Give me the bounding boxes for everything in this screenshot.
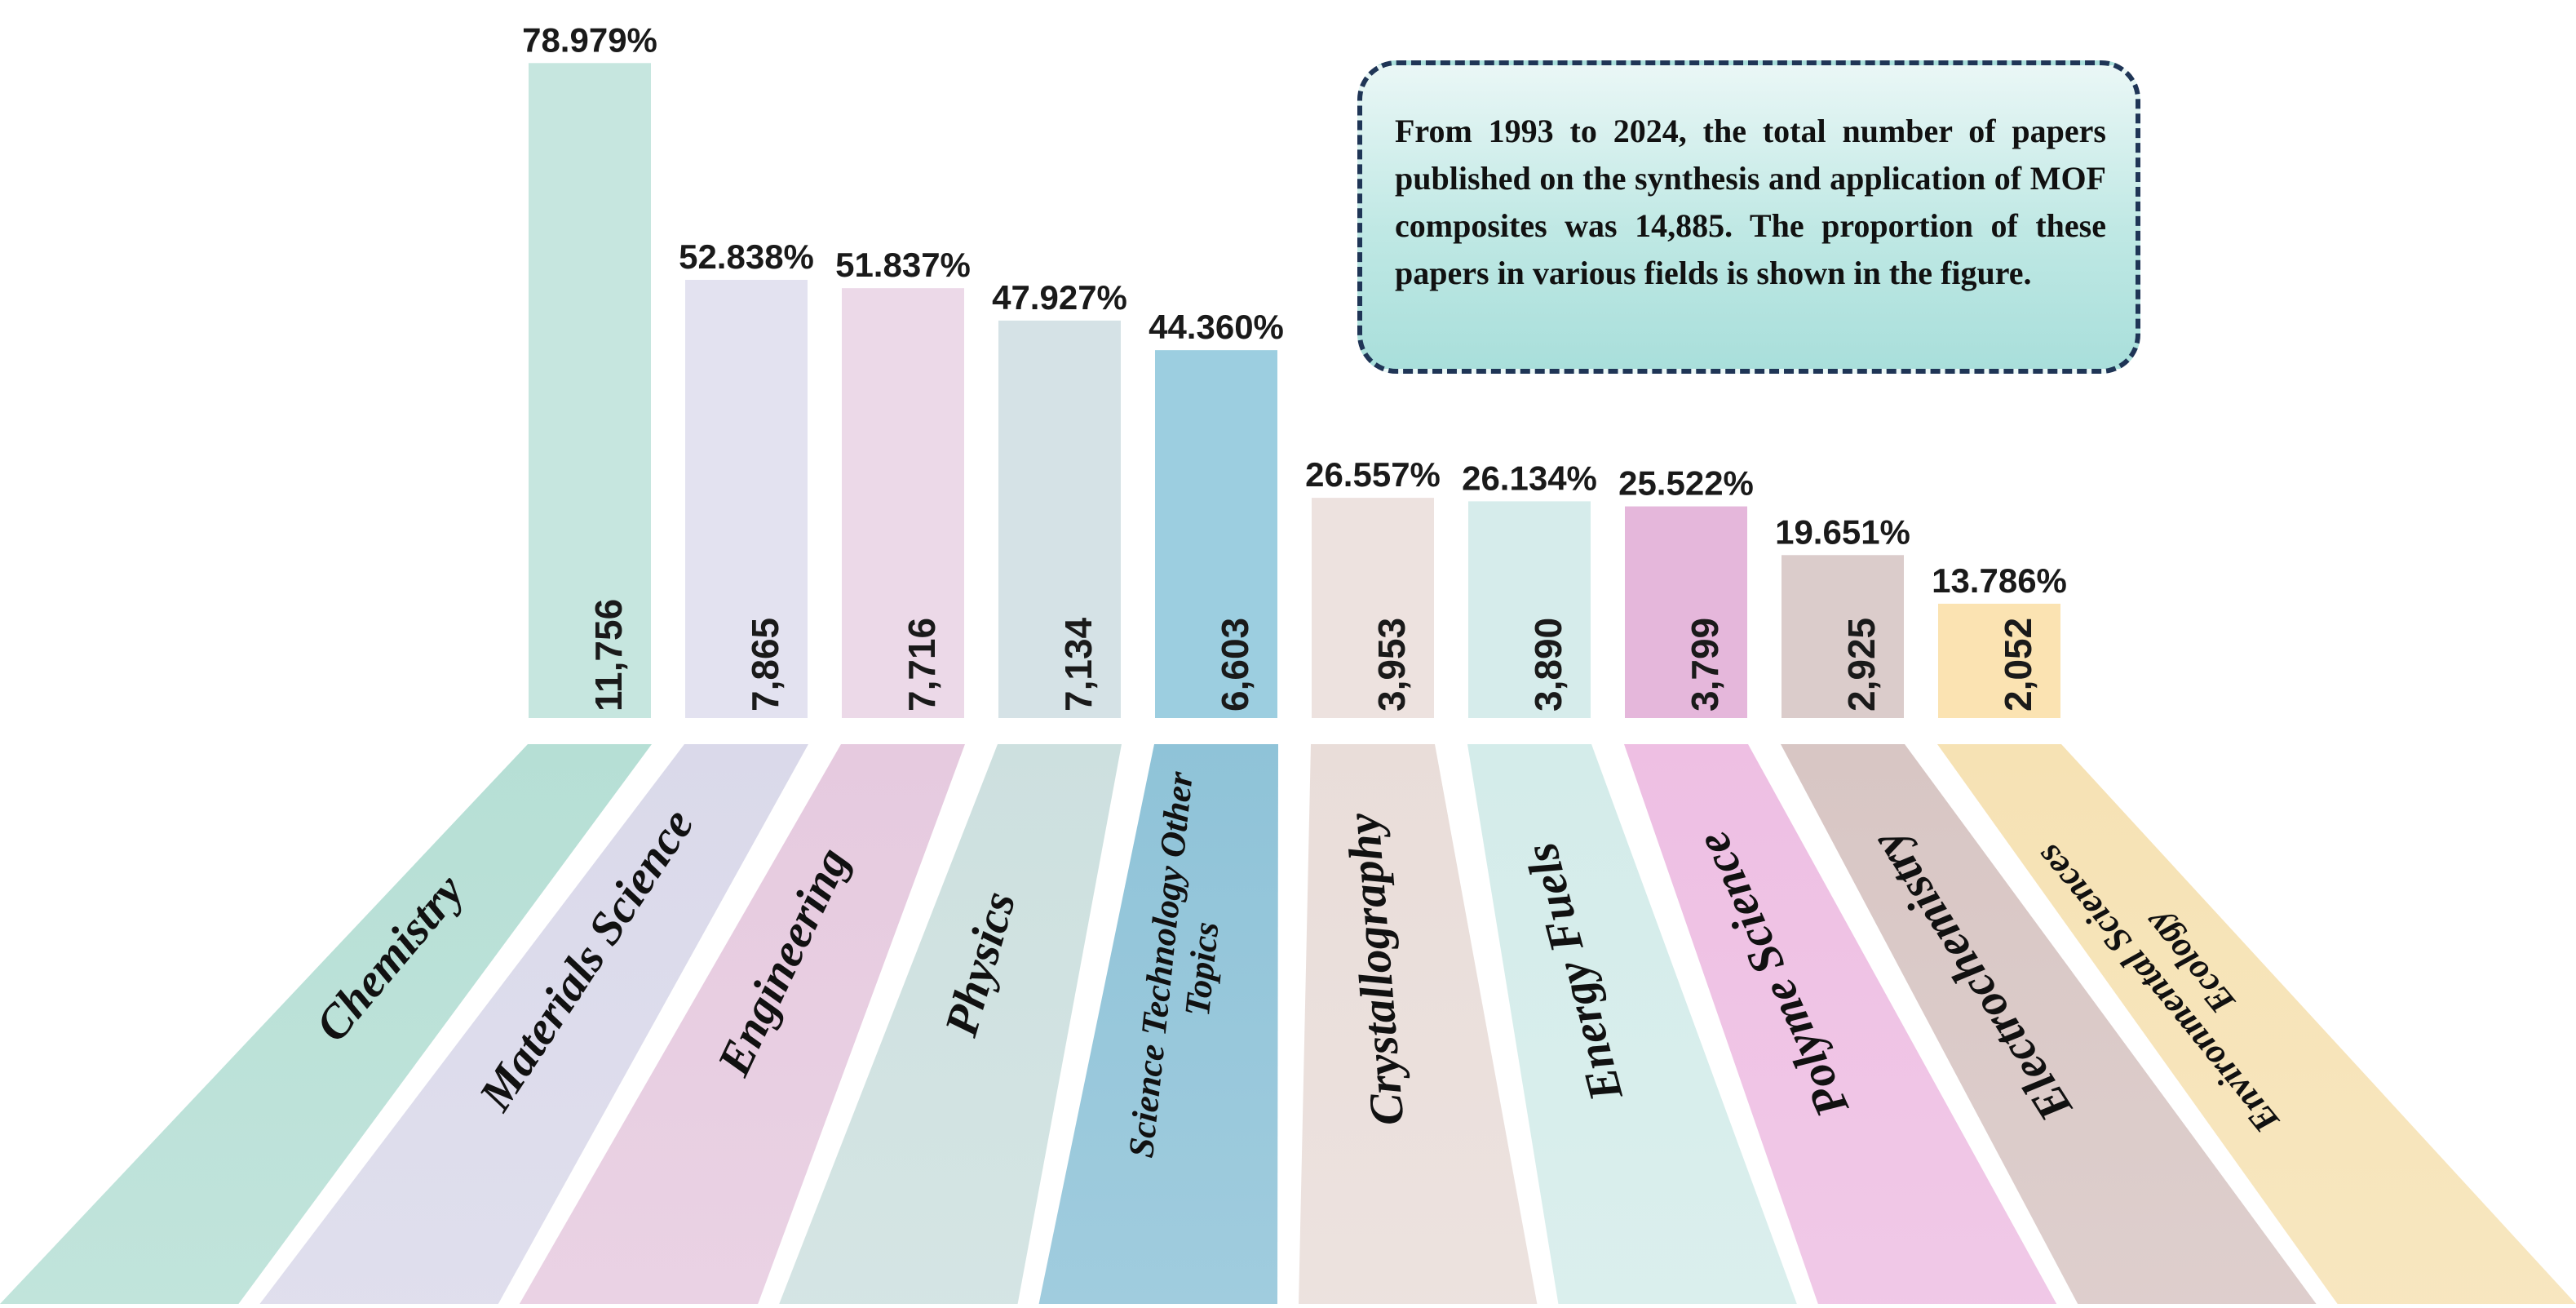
count-label-7: 3,799 [1684,618,1726,712]
percent-label-7: 25.522% [1618,464,1754,503]
category-ribbons [0,744,2576,1304]
bar-3 [998,320,1121,718]
bar-4 [1155,350,1277,718]
count-label-4: 6,603 [1214,618,1256,712]
percent-label-1: 52.838% [679,237,814,276]
bar-5 [1312,498,1434,718]
category-ribbon-0 [0,744,652,1304]
count-label-2: 7,716 [901,618,943,712]
percent-label-9: 13.786% [1932,561,2067,600]
category-ribbon-4 [1038,744,1278,1304]
category-ribbon-6 [1467,744,1797,1304]
count-labels: 11,756 7,865 7,716 7,134 6,603 3,953 3,890 3,79… [587,599,2039,712]
category-ribbon-1 [259,744,808,1304]
bar-0 [529,63,651,719]
bar-6 [1468,501,1591,718]
summary-note: From 1993 to 2024, the total number of p… [1357,60,2140,374]
category-ribbon-3 [779,744,1122,1304]
summary-note-text: From 1993 to 2024, the total number of p… [1395,113,2106,291]
count-label-6: 3,890 [1527,618,1569,712]
bar-2 [842,288,964,718]
category-ribbon-5 [1299,744,1538,1304]
count-label-3: 7,134 [1057,617,1100,712]
percent-label-3: 47.927% [992,278,1127,317]
bar-8 [1782,555,1904,718]
percent-label-8: 19.651% [1775,512,1910,551]
percent-label-5: 26.557% [1305,455,1441,494]
percent-label-4: 44.360% [1149,308,1284,346]
category-ribbon-8 [1781,744,2317,1304]
category-ribbon-9 [1937,744,2576,1304]
bar-1 [685,279,808,718]
count-label-5: 3,953 [1370,618,1413,712]
percent-label-6: 26.134% [1462,459,1597,497]
percent-label-0: 78.979% [522,20,657,59]
percent-labels: 78.979% 52.838% 51.837% 47.927% 44.360% 26.55… [522,20,2067,600]
count-label-9: 2,052 [1997,618,2039,712]
count-label-1: 7,865 [744,618,786,712]
category-ribbon-7 [1624,744,2057,1304]
category-ribbon-2 [519,744,965,1304]
bar-9 [1938,603,2060,718]
percent-label-2: 51.837% [835,246,971,284]
bar-7 [1625,506,1747,718]
count-label-0: 11,756 [587,599,630,712]
bars [529,63,2060,719]
count-label-8: 2,925 [1840,618,1883,712]
